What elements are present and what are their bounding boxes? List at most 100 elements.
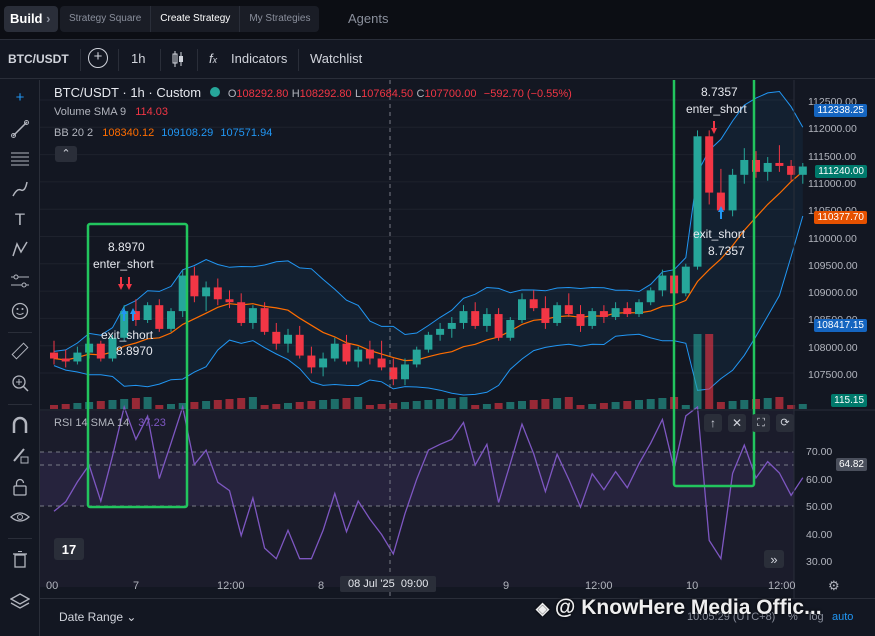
tab-strategy-square[interactable]: Strategy Square	[60, 6, 152, 32]
lock-icon[interactable]	[10, 478, 30, 498]
zoom-in-icon[interactable]	[10, 374, 30, 394]
time-label: 12:00	[217, 580, 245, 592]
volume-bar	[330, 399, 339, 409]
candle-body	[73, 352, 82, 362]
high-label: H	[291, 88, 300, 100]
collapse-legend-icon[interactable]: ⌃	[55, 146, 77, 162]
candle-body	[96, 343, 105, 359]
volume-legend[interactable]: Volume SMA 9 114.03	[54, 106, 168, 118]
volume-bar	[716, 402, 725, 409]
price-axis-label: 107500.00	[808, 369, 858, 381]
tab-create-strategy[interactable]: Create Strategy	[151, 6, 241, 32]
candle-body	[740, 160, 749, 175]
symbol-selector[interactable]: BTC/USDT	[8, 52, 69, 66]
candle-body	[635, 302, 643, 315]
volume-bar	[588, 404, 597, 409]
magnet-icon[interactable]	[10, 416, 30, 436]
top-nav: Build › Strategy Square Create Strategy …	[0, 0, 875, 40]
candle-body	[541, 308, 550, 323]
candle-body	[787, 165, 796, 175]
enter-short-arrow-icon	[126, 277, 132, 290]
tab-my-strategies[interactable]: My Strategies	[249, 13, 311, 24]
volume-bar	[518, 401, 526, 409]
bb-lower-value: 107571.94	[220, 127, 273, 139]
watchlist-button[interactable]: Watchlist	[310, 51, 363, 66]
candle-body	[716, 192, 725, 211]
brush-icon[interactable]	[10, 180, 30, 200]
trash-icon[interactable]	[10, 550, 30, 570]
pane-settings-icon[interactable]: ⟳	[776, 414, 794, 432]
layers-icon[interactable]	[9, 592, 31, 612]
bb-mid-price-tag: 110377.70	[814, 211, 867, 224]
prediction-icon[interactable]	[10, 272, 30, 292]
text-tool-icon[interactable]: T	[14, 210, 26, 229]
low-value: 107684.50	[361, 88, 414, 100]
bb-upper-price-tag: 112338.25	[814, 104, 867, 117]
interval-selector[interactable]: 1h	[131, 51, 146, 66]
volume-bar	[482, 404, 491, 409]
maximize-pane-icon[interactable]: ⛶	[752, 414, 770, 432]
auto-toggle[interactable]: auto	[832, 611, 854, 623]
candle-type-icon[interactable]	[171, 50, 185, 71]
drawing-toolbar: + T	[0, 80, 40, 636]
time-label: 9	[503, 580, 510, 592]
ruler-icon[interactable]	[10, 342, 30, 362]
crosshair-time-label: 08 Jul '25 09:00	[340, 576, 437, 592]
volume-bar	[50, 405, 58, 409]
candle-body	[518, 299, 526, 320]
candle-body	[588, 311, 597, 326]
volume-bar	[529, 400, 538, 409]
volume-bar	[447, 398, 456, 409]
low-label: L	[355, 88, 362, 100]
volume-bar	[681, 405, 690, 409]
eye-icon[interactable]	[10, 508, 30, 528]
candle-body	[447, 322, 456, 329]
fib-lines-icon[interactable]	[10, 150, 30, 170]
svg-text:»: »	[770, 552, 777, 567]
date-range-button[interactable]: Date Range ⌄	[59, 610, 136, 624]
percent-toggle[interactable]: %	[788, 611, 798, 623]
candle-body	[599, 311, 608, 318]
chevron-right-icon: ›	[46, 11, 51, 26]
last-price-tag: 111240.00	[815, 165, 867, 178]
rsi-pane	[40, 411, 794, 587]
volume-bar	[611, 402, 620, 409]
build-menu[interactable]: Build ›	[4, 6, 58, 32]
trend-line-icon[interactable]	[10, 120, 30, 140]
candle-body	[506, 320, 515, 338]
pattern-icon[interactable]	[10, 240, 30, 260]
candle-body	[260, 308, 269, 332]
volume-bar	[763, 398, 772, 409]
candle-body	[248, 308, 257, 323]
nav-agents[interactable]: Agents	[348, 11, 389, 26]
crosshair-icon[interactable]: +	[15, 89, 25, 106]
axis-settings-icon[interactable]: ⚙	[828, 578, 840, 593]
volume-bar	[319, 400, 328, 409]
scroll-right-button[interactable]: »	[764, 550, 784, 568]
volume-bar	[365, 405, 374, 409]
lock-pencil-icon[interactable]	[10, 446, 30, 466]
candle-body	[365, 349, 374, 359]
trade-label-right-enter-value: 8.7357	[701, 85, 738, 99]
tradingview-logo: 17	[54, 538, 84, 560]
log-toggle[interactable]: log	[809, 611, 824, 623]
volume-bar	[798, 404, 807, 409]
indicators-button[interactable]: Indicators	[231, 51, 288, 66]
close-pane-icon[interactable]: ✕	[728, 414, 746, 432]
rsi-legend[interactable]: RSI 14 SMA 14 37.23	[54, 417, 166, 429]
close-value: 107700.00	[424, 88, 477, 100]
emoji-icon[interactable]	[10, 302, 30, 322]
candle-body	[190, 275, 199, 297]
close-label: C	[416, 88, 425, 100]
build-label: Build	[10, 11, 43, 26]
move-pane-up-icon[interactable]: ↑	[704, 414, 722, 432]
indicators-icon[interactable]: fx	[209, 51, 218, 66]
bb-legend[interactable]: BB 20 2 108340.12 109108.29 107571.94	[54, 127, 272, 139]
volume-bar	[284, 403, 292, 409]
price-axis-label: 111000.00	[808, 177, 857, 190]
price-axis-label: 109500.00	[808, 259, 858, 272]
candle-body	[623, 308, 632, 315]
price-chart[interactable]: 17 »	[40, 80, 875, 598]
add-symbol-icon[interactable]: +	[88, 48, 108, 68]
volume-bar	[740, 400, 749, 409]
